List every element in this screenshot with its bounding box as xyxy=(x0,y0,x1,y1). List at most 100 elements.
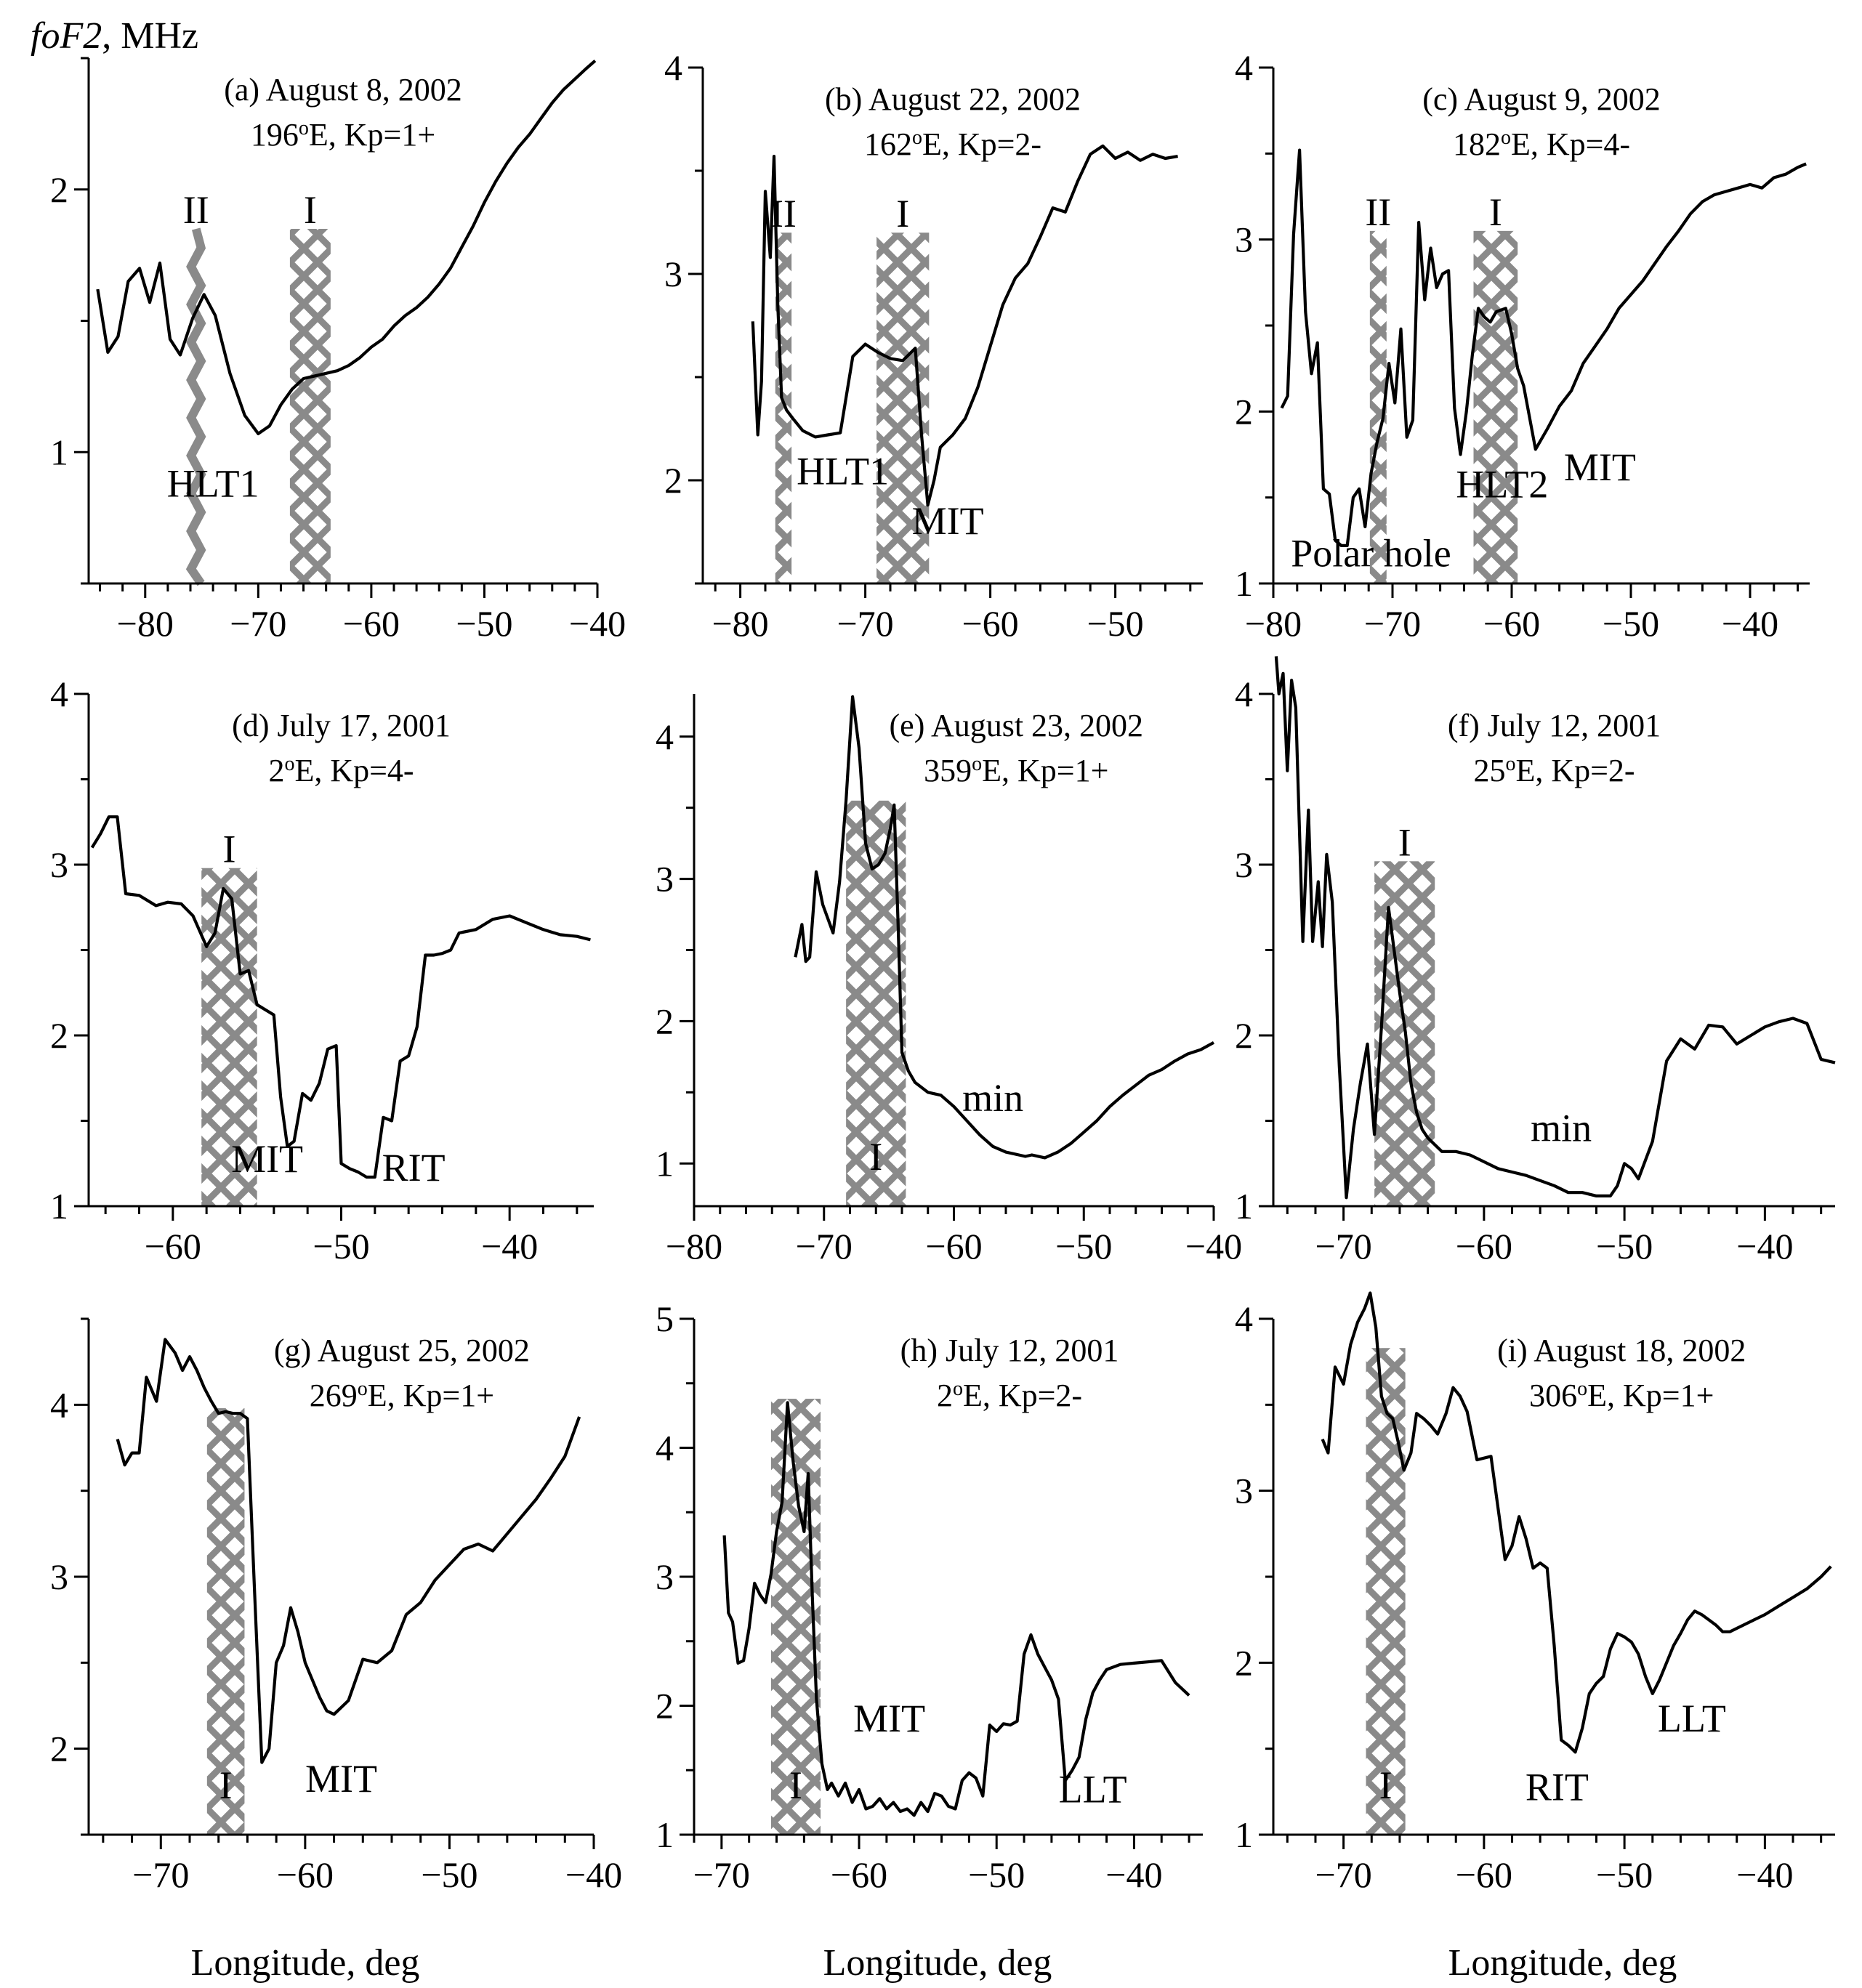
y-tick-label: 4 xyxy=(656,1428,674,1468)
x-tick-label: −50 xyxy=(1596,1854,1653,1895)
region-II-a: II xyxy=(183,188,209,586)
region-label: I xyxy=(1398,820,1411,864)
annotation-min: min xyxy=(1531,1107,1592,1150)
annotation-min: min xyxy=(962,1076,1023,1120)
panel-title: (d) July 17, 2001 xyxy=(232,708,451,743)
foF2-series-f xyxy=(1274,656,1836,1200)
y-tick-label: 4 xyxy=(1235,1298,1253,1339)
annotation-hlt1: HLT1 xyxy=(167,462,259,506)
y-tick-label: 4 xyxy=(664,47,682,88)
region-wavy-band xyxy=(185,227,206,586)
y-tick-label: 3 xyxy=(1235,219,1253,260)
x-tick-label: −40 xyxy=(1722,603,1778,644)
region-label: I xyxy=(896,192,909,235)
y-tick-label: 4 xyxy=(656,716,674,757)
panel-subtitle: 306oE, Kp=1+ xyxy=(1529,1378,1714,1414)
panel-title: (g) August 25, 2002 xyxy=(274,1333,530,1368)
foF2-series-e xyxy=(794,695,1215,1160)
annotation-mit: MIT xyxy=(912,499,984,543)
x-tick-label: −40 xyxy=(569,603,626,644)
y-tick-label: 2 xyxy=(50,169,68,210)
x-axis-label-col1: Longitude, deg xyxy=(191,1942,420,1984)
foF2-series-d xyxy=(90,815,591,1179)
annotation-mit: MIT xyxy=(231,1137,303,1181)
y-tick-label: 3 xyxy=(664,254,682,294)
panel-subtitle: 2oE, Kp=4- xyxy=(268,753,414,789)
region-label: I xyxy=(222,828,235,871)
y-axis-label: foF2, MHz xyxy=(31,15,198,57)
region-hatch-band xyxy=(206,1408,245,1835)
x-tick-label: −50 xyxy=(313,1226,369,1266)
x-tick-label: −40 xyxy=(1736,1226,1793,1266)
y-tick-label: 4 xyxy=(1235,47,1253,88)
region-label: I xyxy=(1489,190,1502,234)
panel-title: (b) August 22, 2002 xyxy=(825,81,1081,117)
x-tick-label: −40 xyxy=(565,1854,622,1895)
panel-e: I −80 −70 −60 −50 −40 1 2 3 4 (e) August 23, 2002 3… xyxy=(656,694,1242,1266)
annotation-llt: LLT xyxy=(1059,1768,1127,1811)
x-axis-label-col2: Longitude, deg xyxy=(823,1942,1052,1984)
y-tick-label: 3 xyxy=(656,859,674,900)
x-tick-label: −60 xyxy=(1456,1854,1512,1895)
panel-subtitle: 182oE, Kp=4- xyxy=(1453,126,1630,163)
annotation-polar-hole: Polar hole xyxy=(1291,531,1451,575)
panel-d: I −60 −50 −40 1 2 3 4 (d) July 17, 2001 2oE, Kp=4… xyxy=(50,674,594,1266)
region-label: I xyxy=(789,1763,802,1807)
x-tick-label: −70 xyxy=(1364,603,1421,644)
foF2-series-c xyxy=(1280,148,1807,547)
annotation-llt: LLT xyxy=(1658,1697,1726,1740)
y-tick-label: 3 xyxy=(656,1556,674,1597)
region-I-a: I xyxy=(289,188,331,583)
region-label: II xyxy=(1365,190,1391,234)
y-tick-label: 2 xyxy=(1235,1642,1253,1683)
region-I-g: I xyxy=(206,1408,245,1835)
region-I-i: I xyxy=(1366,1348,1406,1835)
region-II-b: II xyxy=(770,192,797,583)
region-I-d: I xyxy=(201,828,257,1206)
x-tick-label: −50 xyxy=(968,1854,1025,1895)
x-tick-label: −50 xyxy=(1087,603,1143,644)
y-tick-label: 1 xyxy=(1235,1814,1253,1855)
panel-title: (a) August 8, 2002 xyxy=(224,72,462,108)
y-tick-label: 1 xyxy=(50,1186,68,1227)
x-tick-label: −60 xyxy=(962,603,1018,644)
x-tick-label: −60 xyxy=(925,1226,982,1266)
foF2-series-i xyxy=(1321,1291,1832,1754)
y-axis-label-quantity: foF2 xyxy=(31,15,102,57)
y-tick-label: 3 xyxy=(1235,844,1253,885)
x-tick-label: −50 xyxy=(421,1854,477,1895)
region-hatch-band xyxy=(201,868,257,1206)
x-tick-label: −60 xyxy=(1483,603,1540,644)
panel-subtitle: 25oE, Kp=2- xyxy=(1473,753,1635,789)
y-tick-label: 5 xyxy=(656,1298,674,1339)
annotation-rit: RIT xyxy=(1526,1766,1589,1809)
x-tick-label: −60 xyxy=(831,1854,887,1895)
y-axis-label-unit: , MHz xyxy=(102,15,198,57)
foF2-series-h xyxy=(722,1401,1190,1817)
y-tick-label: 2 xyxy=(1235,1015,1253,1056)
x-tick-label: −50 xyxy=(1055,1226,1112,1266)
x-tick-label: −80 xyxy=(117,603,174,644)
y-tick-label: 3 xyxy=(50,844,68,885)
x-tick-label: −40 xyxy=(1105,1854,1162,1895)
x-tick-label: −50 xyxy=(456,603,512,644)
y-tick-label: 4 xyxy=(50,674,68,714)
y-tick-label: 4 xyxy=(1235,674,1253,714)
x-tick-label: −80 xyxy=(666,1226,722,1266)
panel-subtitle: 196oE, Kp=1+ xyxy=(251,117,435,153)
panel-subtitle: 359oE, Kp=1+ xyxy=(924,753,1108,789)
y-tick-label: 3 xyxy=(50,1556,68,1597)
x-tick-label: −60 xyxy=(145,1226,201,1266)
panel-title: (h) July 12, 2001 xyxy=(900,1333,1119,1368)
panel-title: (i) August 18, 2002 xyxy=(1497,1333,1746,1368)
x-tick-label: −40 xyxy=(1736,1854,1793,1895)
region-hatch-band xyxy=(1473,230,1518,583)
y-tick-label: 2 xyxy=(656,1001,674,1041)
region-label: II xyxy=(183,188,209,232)
panel-h: I −70 −60 −50 −40 1 2 3 4 5 (h) July 12, 2001 2oE, … xyxy=(656,1298,1203,1895)
annotation-mit: MIT xyxy=(853,1697,925,1740)
region-hatch-band xyxy=(1366,1348,1406,1835)
y-tick-label: 4 xyxy=(50,1384,68,1425)
